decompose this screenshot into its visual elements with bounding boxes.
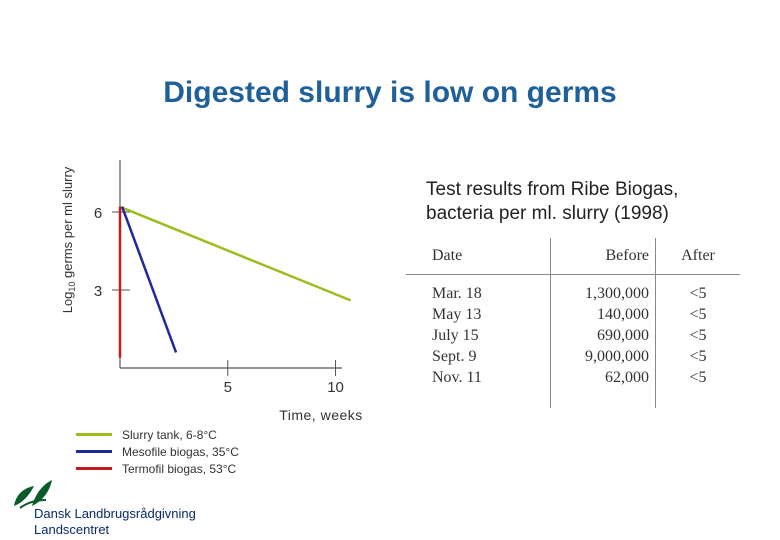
column-header-before: Before <box>550 238 656 275</box>
after-value: <5 <box>689 285 707 302</box>
test-results-heading-line2: bacteria per ml. slurry (1998) <box>426 203 669 224</box>
y-tick-label: 6 <box>94 205 102 222</box>
before-value: 62,000 <box>605 369 649 386</box>
legend-item: Mesofile biogas, 35°C <box>76 443 239 460</box>
date-value: Sept. 9 <box>432 348 477 365</box>
column-header-after: After <box>655 238 740 275</box>
test-results-heading: Test results from Ribe Biogas, bacteria … <box>426 178 678 226</box>
logo-text: Dansk Landbrugsrådgivning Landscentret <box>34 506 196 538</box>
x-tick-label: 10 <box>327 379 344 396</box>
legend-item: Termofil biogas, 53°C <box>76 460 239 477</box>
before-cell: 1,300,000 140,000 690,000 9,000,000 62,0… <box>550 274 656 408</box>
date-value: Mar. 18 <box>432 285 482 302</box>
column-header-date: Date <box>406 238 551 275</box>
legend-swatch-termofil <box>76 467 112 470</box>
x-tick-label: 5 <box>224 379 232 396</box>
germ-reduction-chart: 3 6 5 10 Time, weeks Log10 germs per ml slurr… <box>60 160 363 423</box>
before-value: 9,000,000 <box>585 348 649 365</box>
date-cell: Mar. 18 May 13 July 15 Sept. 9 Nov. 11 <box>406 275 551 409</box>
before-value: 140,000 <box>597 306 649 323</box>
legend-label: Termofil biogas, 53°C <box>122 461 237 476</box>
date-value: July 15 <box>432 327 479 344</box>
test-results-table: Date Before After Mar. 18 May 13 July 15… <box>406 238 740 408</box>
before-value: 1,300,000 <box>585 285 649 302</box>
leaf-icon <box>14 480 52 509</box>
test-results-heading-line1: Test results from Ribe Biogas, <box>426 179 679 200</box>
y-axis-label: Log10 germs per ml slurry <box>60 166 77 313</box>
company-logo: Dansk Landbrugsrådgivning Landscentret <box>6 476 246 538</box>
chart-legend: Slurry tank, 6-8°C Mesofile biogas, 35°C… <box>76 426 239 477</box>
logo-line1: Dansk Landbrugsrådgivning <box>34 506 196 521</box>
y-tick-label: 3 <box>94 283 102 300</box>
after-cell: <5 <5 <5 <5 <5 <box>655 274 740 408</box>
after-value: <5 <box>689 369 707 386</box>
after-value: <5 <box>689 348 707 365</box>
page-title: Digested slurry is low on germs <box>163 76 617 109</box>
series-line-slurry-tank <box>119 205 352 302</box>
legend-swatch-slurry-tank <box>76 433 112 436</box>
after-value: <5 <box>689 327 707 344</box>
legend-swatch-mesofile <box>76 450 112 453</box>
legend-label: Mesofile biogas, 35°C <box>122 444 239 459</box>
date-value: Nov. 11 <box>432 369 482 386</box>
legend-item: Slurry tank, 6-8°C <box>76 426 239 443</box>
series-line-mesofile <box>120 206 178 353</box>
x-axis-label: Time, weeks <box>279 407 363 423</box>
legend-label: Slurry tank, 6-8°C <box>122 427 217 442</box>
before-value: 690,000 <box>597 327 649 344</box>
date-value: May 13 <box>432 306 482 323</box>
logo-line2: Landscentret <box>34 522 110 537</box>
after-value: <5 <box>689 306 707 323</box>
